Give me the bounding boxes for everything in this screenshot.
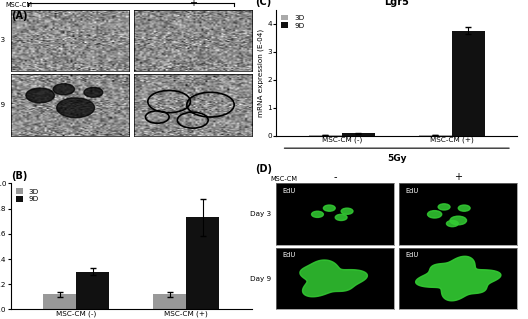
Bar: [43, 294, 77, 309]
Text: 5Gy: 5Gy: [387, 154, 407, 163]
Text: Day 3: Day 3: [250, 211, 271, 217]
Circle shape: [84, 87, 103, 97]
Text: -: -: [68, 0, 71, 8]
Text: EdU: EdU: [282, 188, 295, 194]
Text: MSC-CM: MSC-CM: [271, 176, 298, 182]
Text: MSC-CM: MSC-CM: [5, 2, 32, 8]
Circle shape: [450, 216, 467, 225]
Circle shape: [56, 98, 95, 118]
Text: +: +: [454, 172, 463, 182]
Circle shape: [341, 208, 353, 214]
Text: Day 9: Day 9: [0, 102, 5, 108]
Y-axis label: mRNA expression (E-04): mRNA expression (E-04): [258, 28, 265, 117]
Bar: [309, 135, 342, 136]
Circle shape: [323, 205, 335, 211]
Text: EdU: EdU: [405, 252, 418, 258]
Circle shape: [26, 88, 54, 103]
Circle shape: [438, 204, 450, 210]
Text: (A): (A): [12, 11, 28, 21]
Bar: [186, 218, 219, 309]
Bar: [77, 272, 109, 309]
Legend: 3D, 9D: 3D, 9D: [280, 13, 306, 30]
Title: Lgr5: Lgr5: [384, 0, 409, 7]
Text: EdU: EdU: [282, 252, 295, 258]
Legend: 3D, 9D: 3D, 9D: [14, 187, 40, 204]
Bar: [419, 135, 451, 136]
Text: Day 3: Day 3: [0, 37, 5, 43]
Text: Day 9: Day 9: [250, 276, 271, 282]
Text: -: -: [334, 172, 337, 182]
Text: (D): (D): [255, 164, 272, 174]
Text: (B): (B): [12, 171, 28, 181]
Text: (C): (C): [255, 0, 271, 7]
Bar: [153, 294, 186, 309]
Bar: [451, 31, 485, 136]
Circle shape: [335, 214, 347, 220]
Polygon shape: [300, 260, 367, 297]
Circle shape: [447, 220, 458, 227]
Circle shape: [428, 211, 442, 218]
Bar: [342, 133, 375, 136]
Circle shape: [53, 84, 74, 95]
Polygon shape: [416, 256, 501, 301]
Circle shape: [458, 205, 470, 211]
Circle shape: [312, 211, 323, 218]
Text: +: +: [189, 0, 197, 8]
Text: EdU: EdU: [405, 188, 418, 194]
